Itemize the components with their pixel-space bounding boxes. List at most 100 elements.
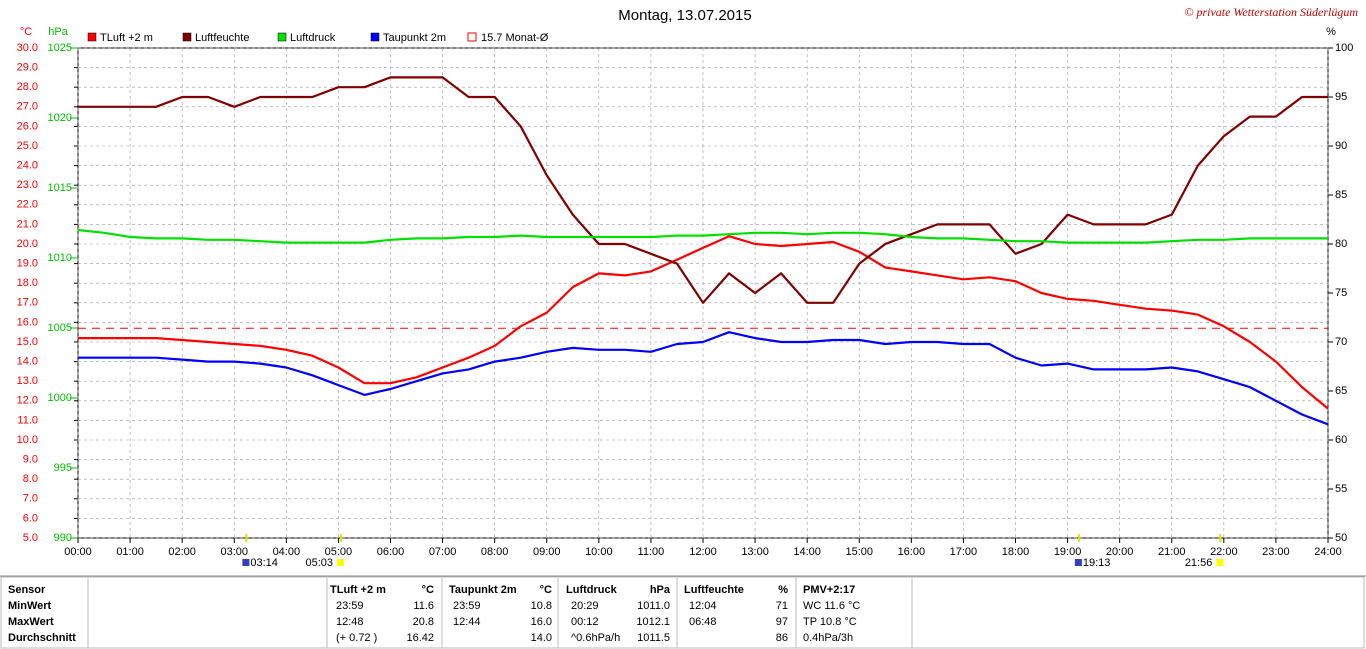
y-tick-label: 9.0 [23, 454, 38, 466]
table-cell: 16.42 [406, 632, 434, 644]
x-tick-label: 19:00 [1054, 546, 1082, 558]
table-cell: 12:48 [336, 616, 364, 628]
y2-tick-label: 990 [54, 532, 72, 544]
table-header: hPa [650, 584, 671, 596]
annotation-label: 21:56 [1185, 557, 1213, 569]
y-tick-label: 11.0 [17, 414, 38, 426]
x-tick-label: 10:00 [585, 546, 613, 558]
table-cell: 86 [776, 632, 788, 644]
table-cell: ^0.6hPa/h [571, 632, 620, 644]
y2-tick-label: 1000 [48, 392, 72, 404]
table-cell: (+ 0.72 ) [336, 632, 377, 644]
y-tick-label: 5.0 [23, 532, 38, 544]
row-label: Durchschnitt [8, 632, 76, 644]
y-tick-label: 20.0 [17, 238, 38, 250]
y-tick-label: 29.0 [17, 62, 38, 74]
y-tick-label: 18.0 [17, 277, 38, 289]
y3-tick-label: 95 [1335, 91, 1347, 103]
x-tick-label: 09:00 [533, 546, 561, 558]
x-tick-label: 15:00 [845, 546, 873, 558]
y-tick-label: 10.0 [17, 434, 38, 446]
table-header: PMV+2:17 [803, 584, 855, 596]
table-header: °C [422, 584, 434, 596]
table-cell: 97 [776, 616, 788, 628]
annotation-label: 19:13 [1083, 557, 1111, 569]
legend-swatch [370, 32, 380, 42]
table-header: Luftfeuchte [684, 584, 744, 596]
table-header: Sensor [8, 584, 46, 596]
x-tick-label: 05:00 [325, 546, 353, 558]
x-tick-label: 08:00 [481, 546, 509, 558]
table-header: TLuft +2 m [330, 584, 386, 596]
x-tick-label: 04:00 [273, 546, 301, 558]
x-tick-label: 02:00 [168, 546, 196, 558]
x-tick-label: 23:00 [1262, 546, 1290, 558]
y-tick-label: 30.0 [17, 42, 38, 54]
annotation-icon [1074, 559, 1082, 566]
y2-axis-unit: hPa [48, 26, 68, 38]
legend-label: Luftfeuchte [195, 32, 249, 44]
x-tick-label: 06:00 [377, 546, 405, 558]
table-header: °C [540, 584, 552, 596]
y3-tick-label: 75 [1335, 287, 1347, 299]
x-tick-label: 22:00 [1210, 546, 1238, 558]
x-tick-label: 03:00 [220, 546, 248, 558]
legend-label: Taupunkt 2m [383, 32, 446, 44]
y-tick-label: 26.0 [17, 120, 38, 132]
y-axis-unit: °C [20, 26, 32, 38]
x-tick-label: 11:00 [638, 546, 665, 558]
x-tick-label: 07:00 [429, 546, 457, 558]
y-tick-label: 22.0 [17, 199, 38, 211]
y2-tick-label: 1020 [48, 112, 72, 124]
y-tick-label: 8.0 [23, 473, 38, 485]
y-tick-label: 13.0 [17, 375, 38, 387]
y-tick-label: 14.0 [17, 356, 38, 368]
y3-axis-unit: % [1326, 26, 1336, 38]
legend-swatch [467, 32, 477, 42]
legend-swatch [87, 32, 97, 42]
table-cell: 23:59 [336, 600, 364, 612]
table-cell: 12:04 [689, 600, 717, 612]
y3-tick-label: 50 [1335, 532, 1347, 544]
table-cell: 10.8 [531, 600, 552, 612]
legend-swatch [277, 32, 287, 42]
y-tick-label: 25.0 [17, 140, 38, 152]
x-tick-label: 21:00 [1158, 546, 1186, 558]
y-tick-label: 6.0 [23, 512, 38, 524]
x-tick-label: 14:00 [793, 546, 821, 558]
y3-tick-label: 85 [1335, 189, 1347, 201]
table-cell: 06:48 [689, 616, 717, 628]
table-cell: 16.0 [531, 616, 552, 628]
annotation-icon [337, 559, 345, 566]
table-cell: 20.8 [413, 616, 434, 628]
table-cell: 11.6 [413, 600, 434, 612]
y-tick-label: 17.0 [17, 297, 38, 309]
y3-tick-label: 70 [1335, 336, 1347, 348]
table-frame [0, 576, 1365, 649]
y3-tick-label: 55 [1335, 483, 1347, 495]
legend-label: Luftdruck [290, 32, 336, 44]
annotation-label: 05:03 [305, 557, 333, 569]
y-tick-label: 28.0 [17, 81, 38, 93]
y-tick-label: 27.0 [17, 101, 38, 113]
y-tick-label: 23.0 [17, 179, 38, 191]
table-cell: 1011.5 [637, 632, 670, 644]
legend-label: TLuft +2 m [100, 32, 153, 44]
table-header: Taupunkt 2m [449, 584, 517, 596]
table-cell: TP 10.8 °C [803, 616, 857, 628]
table-cell: 71 [776, 600, 788, 612]
series-line [77, 228, 1328, 244]
x-tick-label: 24:00 [1314, 546, 1342, 558]
y-tick-label: 12.0 [17, 395, 38, 407]
legend-swatch [182, 32, 192, 42]
y2-tick-label: 1015 [48, 182, 72, 194]
table-cell: 20:29 [571, 600, 599, 612]
y-tick-label: 24.0 [17, 160, 38, 172]
annotation-label: 03:14 [250, 557, 278, 569]
y-tick-label: 21.0 [17, 218, 38, 230]
table-cell: WC 11.6 °C [803, 600, 860, 612]
x-tick-label: 00:00 [64, 546, 92, 558]
x-tick-label: 01:00 [116, 546, 144, 558]
table-cell: 23:59 [453, 600, 481, 612]
chart-title: Montag, 13.07.2015 [618, 7, 751, 24]
